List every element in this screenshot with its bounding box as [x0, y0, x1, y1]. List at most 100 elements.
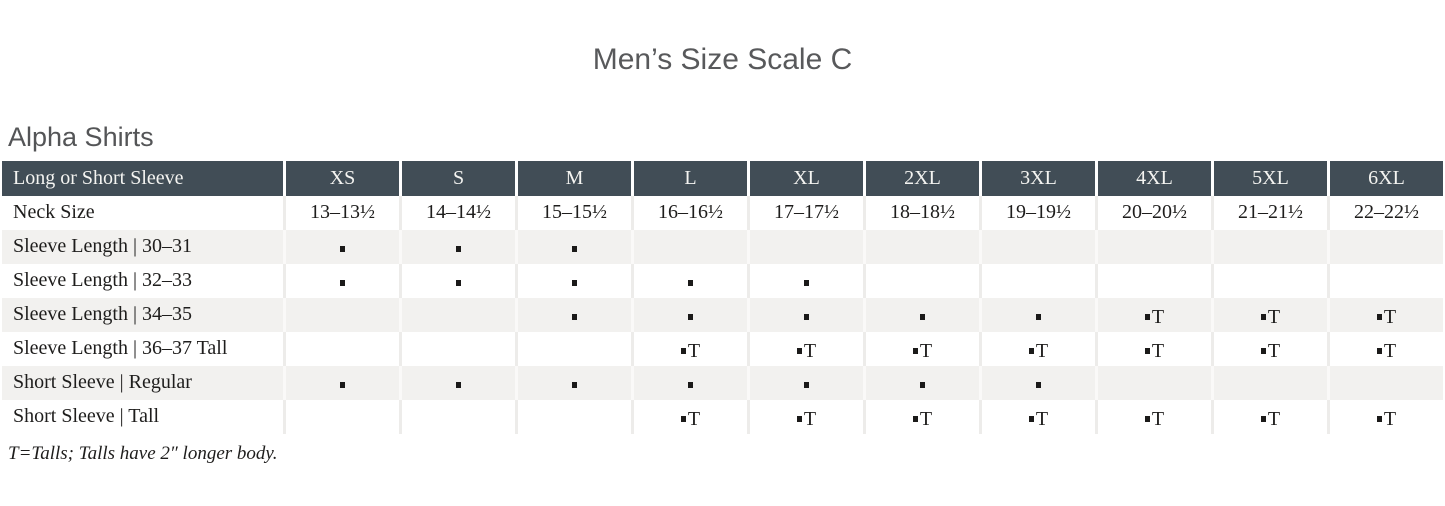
marker-cell [863, 229, 979, 264]
marker-cell [1095, 365, 1211, 400]
size-column-header-l: L [631, 160, 747, 196]
available-tall-marker: T [1376, 305, 1397, 328]
value-cell: 16–16½ [631, 195, 747, 230]
square-dot-icon [1144, 347, 1150, 354]
table-row: Sleeve Length | 36–37 Tall T T T T T T T [2, 331, 1443, 366]
marker-cell [515, 229, 631, 264]
marker-cell: T [1095, 331, 1211, 366]
available-marker [340, 246, 345, 253]
marker-cell [1211, 263, 1327, 298]
available-marker [688, 314, 693, 321]
marker-cell [283, 263, 399, 298]
row-label: Sleeve Length | 30–31 [2, 229, 283, 264]
marker-cell: T [1327, 399, 1443, 434]
available-marker [456, 280, 461, 287]
marker-cell [283, 297, 399, 332]
tall-letter: T [1383, 339, 1397, 362]
row-label: Neck Size [2, 195, 283, 230]
square-dot-icon [456, 246, 461, 253]
value-cell: 22–22½ [1327, 195, 1443, 230]
available-marker [804, 314, 809, 321]
available-tall-marker: T [912, 341, 932, 361]
marker-cell [1327, 263, 1443, 298]
square-dot-icon [456, 382, 461, 389]
square-dot-icon [340, 382, 345, 389]
table-row: Neck Size 13–13½ 14–14½ 15–15½ 16–16½ 17–17½ 1… [2, 195, 1443, 230]
tall-letter: T [803, 339, 817, 362]
marker-cell [863, 263, 979, 298]
marker-cell [283, 331, 399, 366]
square-dot-icon [804, 382, 809, 389]
available-tall-marker: T [1144, 307, 1164, 327]
available-tall-marker: T [1028, 409, 1048, 429]
square-dot-icon [804, 314, 809, 321]
table-row: Sleeve Length | 30–31 [2, 229, 1443, 264]
available-tall-marker: T [1260, 339, 1281, 362]
row-label: Sleeve Length | 32–33 [2, 263, 283, 298]
tall-letter: T [1383, 407, 1397, 430]
available-tall-marker: T [680, 341, 700, 361]
available-tall-marker: T [1144, 341, 1164, 361]
marker-cell [1211, 365, 1327, 400]
marker-cell: T [1211, 399, 1327, 434]
marker-cell [1211, 229, 1327, 264]
available-tall-marker: T [1028, 339, 1049, 362]
available-marker [1036, 382, 1041, 389]
square-dot-icon [796, 347, 802, 354]
square-dot-icon [1028, 415, 1034, 422]
tall-letter: T [803, 407, 817, 430]
marker-cell [399, 399, 515, 434]
available-marker [688, 382, 693, 389]
square-dot-icon [680, 415, 686, 422]
size-column-header-6xl: 6XL [1327, 160, 1443, 196]
available-tall-marker: T [1260, 307, 1280, 327]
header-long-or-short-sleeve: Long or Short Sleeve [2, 160, 283, 196]
available-tall-marker: T [680, 409, 700, 429]
marker-cell: T [863, 399, 979, 434]
available-marker [572, 280, 577, 287]
square-dot-icon [920, 382, 925, 389]
marker-cell [979, 365, 1095, 400]
tall-letter: T [919, 407, 933, 430]
size-column-header-xl: XL [747, 160, 863, 196]
marker-cell [747, 229, 863, 264]
value-cell: 20–20½ [1095, 195, 1211, 230]
marker-cell [283, 399, 399, 434]
marker-cell [283, 365, 399, 400]
table-row: Short Sleeve | Regular [2, 365, 1443, 400]
marker-cell [979, 229, 1095, 264]
value-cell: 21–21½ [1211, 195, 1327, 230]
marker-cell: T [1095, 399, 1211, 434]
value-cell: 15–15½ [515, 195, 631, 230]
square-dot-icon [340, 246, 345, 253]
marker-cell [399, 365, 515, 400]
square-dot-icon [912, 415, 918, 422]
tall-letter: T [1267, 339, 1281, 362]
available-marker [340, 280, 345, 287]
tall-letter: T [1383, 305, 1397, 328]
square-dot-icon [456, 280, 461, 287]
square-dot-icon [1260, 347, 1266, 354]
row-label: Short Sleeve | Tall [2, 399, 283, 434]
page-title: Men’s Size Scale C [592, 43, 853, 76]
tall-letter: T [1151, 407, 1165, 430]
size-column-header-m: M [515, 160, 631, 196]
value-cell: 13–13½ [283, 195, 399, 230]
marker-cell [747, 365, 863, 400]
marker-cell: T [1327, 297, 1443, 332]
tall-letter: T [1035, 339, 1049, 362]
available-marker [572, 314, 577, 321]
square-dot-icon [1260, 313, 1266, 320]
tall-letter: T [1267, 407, 1281, 430]
square-dot-icon [912, 347, 918, 354]
size-column-header-s: S [399, 160, 515, 196]
marker-cell [515, 331, 631, 366]
marker-cell: T [1211, 331, 1327, 366]
table-row: Short Sleeve | Tall T T T T T T T [2, 399, 1443, 434]
marker-cell [515, 297, 631, 332]
size-column-header-5xl: 5XL [1211, 160, 1327, 196]
marker-cell [399, 331, 515, 366]
marker-cell [399, 263, 515, 298]
available-marker [456, 382, 461, 389]
available-tall-marker: T [1260, 407, 1281, 430]
